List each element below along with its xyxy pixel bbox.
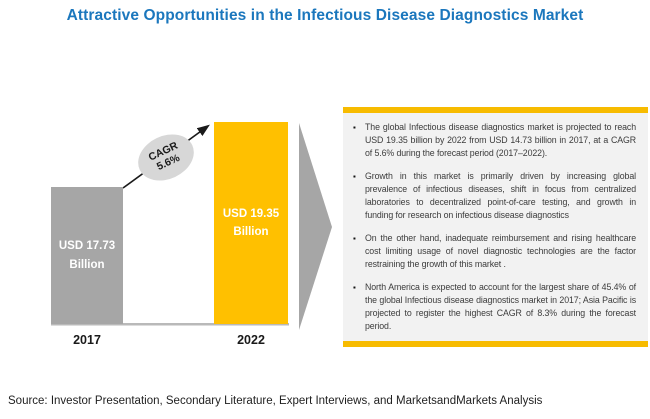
insights-panel: The global Infectious disease diagnostic… <box>343 107 648 347</box>
insights-list: The global Infectious disease diagnostic… <box>352 121 636 333</box>
bar-2022: USD 19.35 Billion <box>214 122 288 324</box>
x-axis-label-2022: 2022 <box>237 333 265 347</box>
insight-bullet-2: Growth in this market is primarily drive… <box>352 170 636 222</box>
insight-bullet-4: North America is expected to account for… <box>352 281 636 333</box>
source-note: Source: Investor Presentation, Secondary… <box>8 395 543 407</box>
insight-bullet-3: On the other hand, inadequate reimbursem… <box>352 232 636 271</box>
insight-bullet-1: The global Infectious disease diagnostic… <box>352 121 636 160</box>
bar-2017-value-label: USD 17.73 Billion <box>58 240 116 271</box>
chart-baseline <box>51 323 289 326</box>
flow-arrow-icon <box>299 123 332 330</box>
x-axis-label-2017: 2017 <box>73 333 101 347</box>
figure-title: Attractive Opportunities in the Infectio… <box>66 7 584 24</box>
bar-2017: USD 17.73 Billion <box>51 187 123 324</box>
bar-2022-value-label: USD 19.35 Billion <box>222 207 280 238</box>
